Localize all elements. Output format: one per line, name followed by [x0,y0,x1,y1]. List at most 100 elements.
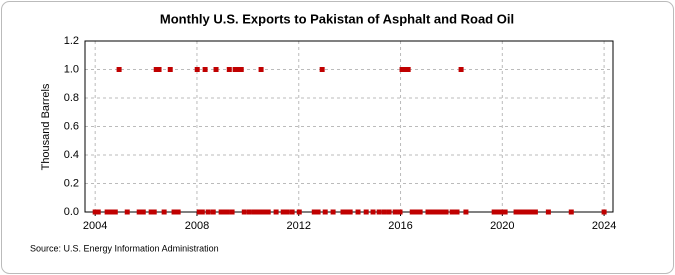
point [296,209,302,215]
point [241,209,247,215]
point [124,209,130,215]
y-tick-label: 1.2 [64,35,79,47]
point [251,209,257,215]
point [205,209,211,215]
point [502,209,508,215]
point [370,209,376,215]
point [194,67,200,72]
point [213,67,219,72]
point [449,209,455,215]
point [520,209,526,215]
point [116,67,122,72]
point [402,67,408,72]
point [199,209,205,215]
point [254,209,260,215]
point [330,209,336,215]
y-tick-label: 0.0 [64,206,79,218]
point [413,209,419,215]
point [397,209,403,215]
point [224,209,230,215]
point [136,209,142,215]
point [258,67,264,72]
point [246,209,252,215]
point [392,209,398,215]
point [425,209,431,215]
point [491,209,497,215]
point [218,209,224,215]
point [95,209,101,215]
point [104,209,110,215]
point [232,67,238,72]
point [532,209,538,215]
chart-title: Monthly U.S. Exports to Pakistan of Asph… [160,11,514,26]
point [319,67,325,72]
point [311,209,317,215]
x-tick-label: 2012 [287,220,311,232]
point [463,209,469,215]
y-tick-label: 0.2 [64,177,79,189]
point [229,209,235,215]
point [315,209,321,215]
point [458,67,464,72]
point [167,67,173,72]
x-tick-label: 2008 [185,220,209,232]
x-tick-label: 2004 [83,220,107,232]
point [140,209,146,215]
point [175,209,181,215]
y-tick-label: 0.8 [64,92,79,104]
point [280,209,286,215]
point [363,209,369,215]
point [344,209,350,215]
point [210,209,216,215]
point [376,209,382,215]
point [386,209,392,215]
point [523,209,529,215]
point [289,209,295,215]
point [513,209,519,215]
point [148,209,154,215]
point [499,209,505,215]
point [196,209,202,215]
point [238,67,244,72]
x-tick-label: 2020 [490,220,514,232]
point [202,67,208,72]
point [526,209,532,215]
point [347,209,353,215]
point [529,209,535,215]
point [265,209,271,215]
point [226,67,232,72]
point [516,209,522,215]
point [273,209,279,215]
point [322,209,328,215]
point [601,209,607,215]
y-axis-label: Thousand Barrels [40,83,52,170]
point [92,209,98,215]
point [409,209,415,215]
point [431,209,437,215]
point [428,209,434,215]
point [171,209,177,215]
point [340,209,346,215]
point [434,209,440,215]
point [399,67,405,72]
point [161,209,167,215]
point [355,209,361,215]
point [440,209,446,215]
point [417,209,423,215]
point [545,209,551,215]
point [443,209,449,215]
y-tick-label: 1.0 [64,63,79,75]
x-tick-label: 2024 [592,220,616,232]
x-tick-label: 2016 [388,220,412,232]
point [437,209,443,215]
point [112,209,118,215]
point [495,209,501,215]
point [156,67,162,72]
point [257,209,263,215]
y-tick-label: 0.4 [64,149,79,161]
point [151,209,157,215]
point [221,209,227,215]
